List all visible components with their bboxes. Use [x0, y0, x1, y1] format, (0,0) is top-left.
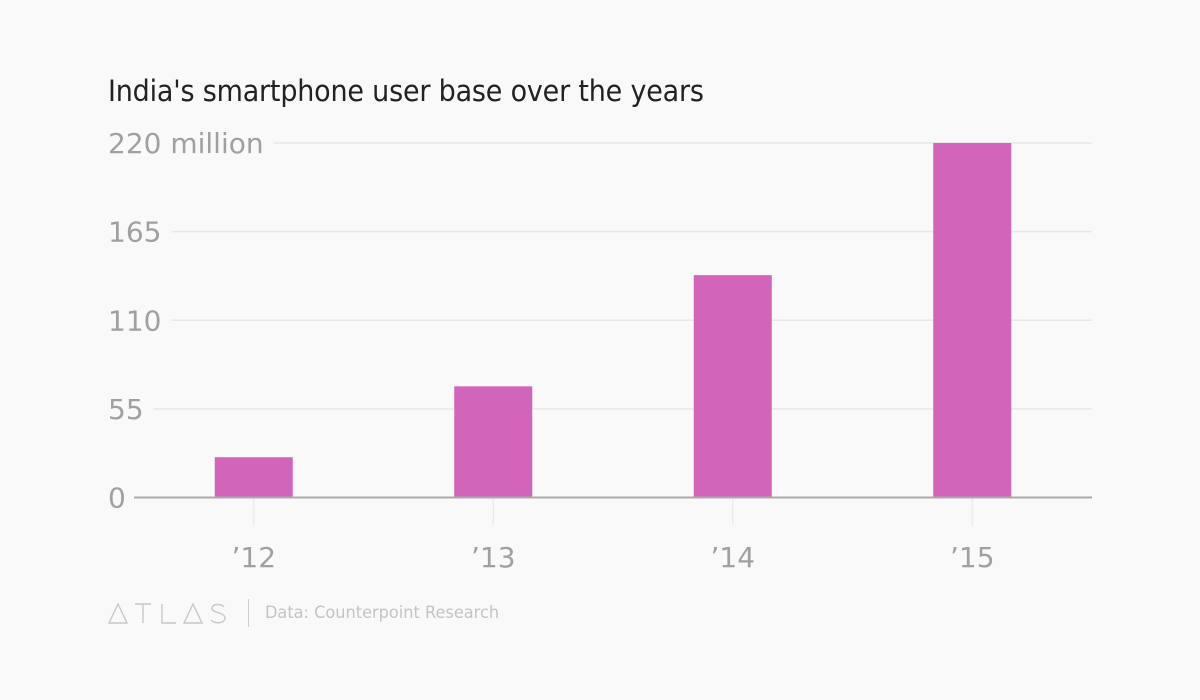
y-tick-label: 220 million: [108, 127, 264, 160]
y-tick-label: 110: [108, 304, 161, 337]
x-tick-label: ’13: [471, 541, 516, 574]
atlas-logo-icon: [108, 602, 226, 624]
bar: [693, 275, 772, 498]
y-tick-label: 165: [108, 216, 161, 249]
atlas-logo: [108, 601, 230, 625]
y-tick-label: 0: [108, 482, 126, 515]
x-tick-label: ’12: [231, 541, 276, 574]
data-source: Data: Counterpoint Research: [265, 603, 500, 623]
y-tick-label: 55: [108, 393, 144, 426]
x-axis-labels: ’12 ’13 ’14 ’15: [231, 541, 994, 574]
footer-divider: [248, 599, 249, 627]
x-axis-ticks: [253, 497, 973, 526]
x-tick-label: ’14: [710, 541, 755, 574]
bar: [214, 457, 293, 498]
bars: [214, 143, 1012, 498]
bar: [454, 386, 533, 498]
bar: [933, 143, 1012, 498]
y-axis-labels: 0 55 110 165 220 million: [108, 127, 264, 515]
footer: Data: Counterpoint Research: [108, 598, 511, 628]
x-tick-label: ’15: [950, 541, 995, 574]
chart-title: India's smartphone user base over the ye…: [108, 74, 704, 108]
